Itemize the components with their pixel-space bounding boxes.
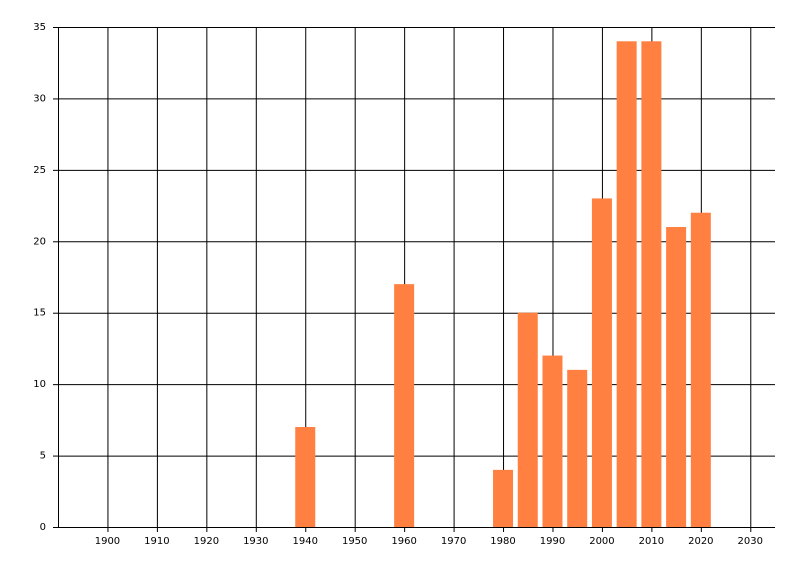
x-tick-label: 1900	[95, 536, 120, 547]
bar	[616, 41, 637, 528]
y-tick-label: 10	[33, 379, 46, 390]
y-tick-label: 20	[33, 236, 46, 247]
x-tick-label: 1930	[243, 536, 268, 547]
x-tick-label: 1950	[342, 536, 367, 547]
bar	[295, 427, 316, 527]
y-tick-label: 5	[40, 451, 46, 462]
bar	[493, 469, 514, 527]
y-tick-label: 25	[33, 165, 46, 176]
x-tick-label: 1960	[391, 536, 416, 547]
x-tick-label: 2020	[688, 536, 713, 547]
x-tick-label: 2000	[589, 536, 614, 547]
x-tick-label: 1910	[144, 536, 169, 547]
x-tick-label: 1940	[293, 536, 318, 547]
bar	[542, 355, 563, 527]
bar	[567, 369, 588, 527]
x-tick-label: 1970	[441, 536, 466, 547]
x-tick-label: 1980	[490, 536, 515, 547]
bar	[394, 284, 415, 527]
x-tick-label: 1990	[540, 536, 565, 547]
x-tick-label: 2010	[639, 536, 664, 547]
bar	[517, 312, 538, 527]
x-tick-label: 2030	[738, 536, 763, 547]
bar	[591, 198, 612, 527]
x-tick-label: 1920	[194, 536, 219, 547]
y-tick-label: 0	[40, 522, 46, 533]
y-tick-label: 35	[33, 22, 46, 33]
bar	[690, 212, 711, 527]
bar	[666, 227, 687, 527]
y-tick-label: 30	[33, 93, 46, 104]
bar	[641, 41, 662, 528]
y-tick-label: 15	[33, 308, 46, 319]
